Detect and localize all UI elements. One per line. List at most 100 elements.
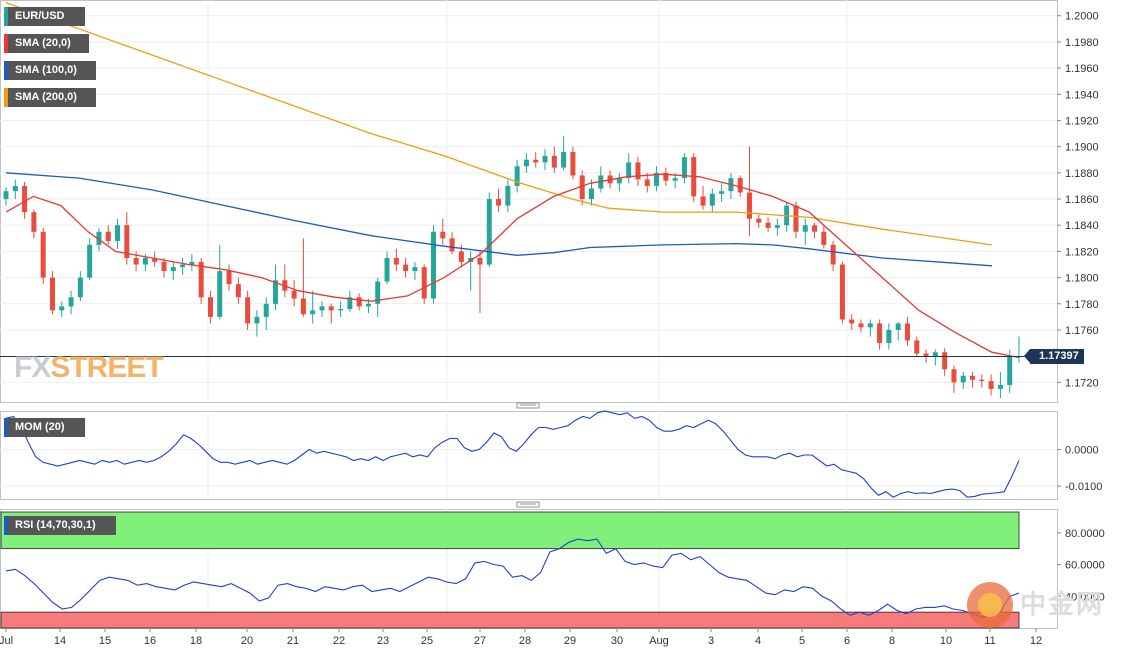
x-tick-label: 5 <box>799 635 805 647</box>
candle-body <box>198 261 204 298</box>
price-tick-label: 1.1800 <box>1065 273 1099 285</box>
candle-body <box>523 159 529 167</box>
candle-body <box>877 323 883 344</box>
mom-tick-label: 0.0000 <box>1065 445 1099 457</box>
x-tick-label: 4 <box>755 635 761 647</box>
candle-body <box>821 231 827 245</box>
legend-rsi[interactable]: RSI (14,70,30,1) <box>4 516 116 535</box>
candle-body <box>997 384 1003 389</box>
price-tick-label: 1.1820 <box>1065 246 1099 258</box>
candle-body <box>189 261 195 265</box>
candle-body <box>207 297 213 317</box>
legend-sma100[interactable]: SMA (100,0) <box>4 61 96 80</box>
rsi-oversold-zone <box>0 611 1020 629</box>
legend-sma20[interactable]: SMA (20,0) <box>4 34 89 53</box>
x-tick-label: 10 <box>940 635 952 647</box>
candle-body <box>365 303 371 307</box>
pane-resize-handle <box>516 402 540 409</box>
rsi-tick-label: 80.0000 <box>1065 528 1105 540</box>
candle-body <box>1007 356 1013 385</box>
candle-body <box>12 185 18 192</box>
candle-body <box>496 199 502 206</box>
sma20-line <box>5 173 1020 359</box>
candle-body <box>68 297 74 307</box>
candle-body <box>59 306 65 311</box>
candle-body <box>170 267 176 272</box>
sma200-line <box>5 1 992 246</box>
candle-body <box>886 329 892 344</box>
candle-body <box>31 212 37 232</box>
price-tick-label: 1.1900 <box>1065 142 1099 154</box>
candle-body <box>635 162 641 180</box>
candle-body <box>904 323 910 341</box>
rsi-tick-label: 40.0000 <box>1065 591 1105 603</box>
candle-body <box>923 353 929 357</box>
candle-body <box>180 264 186 268</box>
candle-body <box>403 264 409 272</box>
x-tick-label: 18 <box>190 635 202 647</box>
candle-body <box>756 218 762 223</box>
candle-body <box>347 297 353 310</box>
x-tick-label: 28 <box>519 635 531 647</box>
candle-body <box>765 222 771 228</box>
candle-body <box>681 157 687 179</box>
x-tick-label: 29 <box>564 635 576 647</box>
candle-body <box>737 178 743 193</box>
candle-body <box>719 191 725 194</box>
x-tick-label: 22 <box>333 635 345 647</box>
candle-body <box>375 281 381 304</box>
rsi-overbought-zone <box>0 511 1020 550</box>
legend-mom[interactable]: MOM (20) <box>4 418 85 437</box>
candle-body <box>514 166 520 186</box>
candle-body <box>77 277 83 298</box>
candle-body <box>672 178 678 181</box>
candle-body <box>310 310 316 315</box>
candle-body <box>774 225 780 228</box>
price-tick-label: 1.1880 <box>1065 168 1099 180</box>
price-tick-label: 1.1780 <box>1065 299 1099 311</box>
legend-sma200[interactable]: SMA (200,0) <box>4 88 96 107</box>
candle-body <box>942 352 948 370</box>
candle-body <box>858 323 864 328</box>
price-tick-label: 1.1960 <box>1065 63 1099 75</box>
candle-body <box>124 225 130 258</box>
price-tick-label: 1.1760 <box>1065 325 1099 337</box>
candle-body <box>40 231 46 278</box>
candle-body <box>105 231 111 241</box>
candle-body <box>431 231 437 299</box>
x-tick-label: 15 <box>99 635 111 647</box>
last-price-tag: 1.17397 <box>1024 349 1084 364</box>
candle-body <box>328 306 334 311</box>
price-tick-label: 1.1840 <box>1065 220 1099 232</box>
candle-body <box>970 375 976 380</box>
x-tick-label: 11 <box>984 635 995 647</box>
candle-body <box>22 185 28 213</box>
price-tick-label: 1.2000 <box>1065 11 1099 23</box>
candle-body <box>849 319 855 324</box>
candle-body <box>254 316 260 324</box>
candle-body <box>300 298 306 315</box>
x-tick-label: 3 <box>708 635 714 647</box>
x-tick-label: 23 <box>377 635 389 647</box>
price-tick-label: 1.1920 <box>1065 115 1099 127</box>
pane-resize-handle <box>516 501 540 508</box>
candle-body <box>570 151 576 176</box>
legend-symbol[interactable]: EUR/USD <box>4 7 85 26</box>
candle-body <box>895 323 901 330</box>
candle-body <box>133 257 139 265</box>
price-tick-label: 1.1860 <box>1065 194 1099 206</box>
x-tick-label: Aug <box>649 635 669 647</box>
candle-body <box>932 352 938 357</box>
x-tick-label: 12 <box>1030 635 1042 647</box>
cngold-logo <box>967 582 1013 628</box>
x-tick-label: 14 <box>54 635 66 647</box>
candle-body <box>867 323 873 328</box>
candle-body <box>914 340 920 354</box>
candle-body <box>505 185 511 206</box>
x-tick-label: 16 <box>144 635 156 647</box>
candle-body <box>839 264 845 320</box>
candle-body <box>393 257 399 265</box>
candle-body <box>830 244 836 265</box>
candle-body <box>960 375 966 383</box>
candle-body <box>626 162 632 179</box>
